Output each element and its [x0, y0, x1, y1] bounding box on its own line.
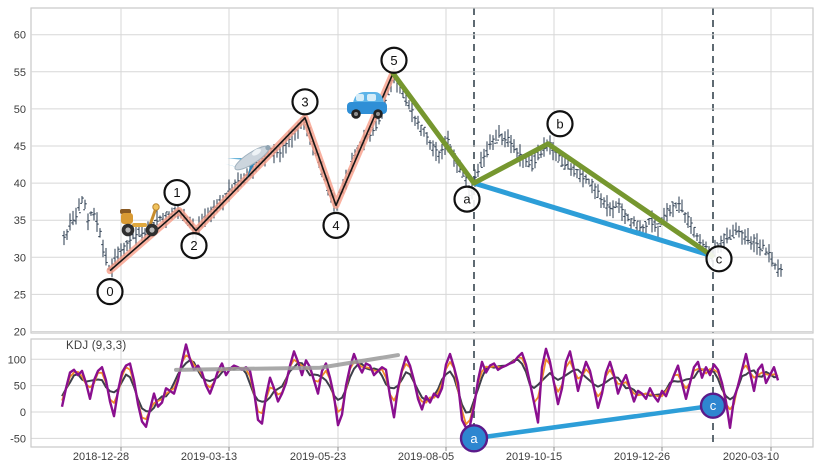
svg-text:c: c	[716, 251, 723, 266]
svg-text:0: 0	[106, 284, 113, 299]
price-y-tick-label: 30	[14, 252, 26, 264]
x-tick-label: 2019-05-23	[290, 451, 346, 463]
price-y-tick-label: 35	[14, 215, 26, 227]
price-y-tick-label: 40	[14, 178, 26, 190]
correction-wave-line	[390, 70, 715, 259]
wave-marker-4: 4	[322, 211, 350, 239]
airplane-emoji	[224, 145, 271, 178]
wave-marker-3: 3	[291, 88, 319, 116]
price-gridlines	[31, 8, 813, 333]
wave-marker-a: a	[453, 185, 481, 213]
svg-text:2: 2	[190, 238, 197, 253]
price-y-tick-label: 45	[14, 141, 26, 153]
kdj-ac-segment: ac	[459, 392, 727, 453]
kdj-y-tick-label: 50	[14, 381, 26, 393]
wave-marker-b: b	[546, 110, 574, 138]
impulse-wave-line	[109, 72, 394, 272]
price-y-tick-label: 60	[14, 30, 26, 42]
elliott-wave-lines	[106, 69, 715, 275]
wave-markers: 0 1 2 3 4 5 a b c	[96, 46, 733, 306]
svg-text:a: a	[463, 192, 471, 207]
x-tick-label: 2020-03-10	[723, 451, 779, 463]
kdj-j-line	[60, 343, 780, 429]
svg-text:b: b	[556, 116, 563, 131]
x-tick-label: 2018-12-28	[73, 451, 129, 463]
svg-text:a: a	[470, 431, 478, 446]
kdj-marker-a: a	[459, 424, 489, 453]
svg-text:c: c	[710, 398, 717, 413]
price-y-tick-label: 25	[14, 289, 26, 301]
price-y-tick-label: 20	[14, 327, 26, 339]
x-tick-label: 2019-08-05	[398, 451, 454, 463]
target-line	[471, 180, 715, 259]
svg-text:5: 5	[390, 53, 397, 68]
price-y-tick-label: 50	[14, 104, 26, 116]
wave-marker-5: 5	[380, 46, 408, 74]
kdj-y-tick-label: 0	[20, 407, 26, 419]
svg-text:4: 4	[332, 218, 339, 233]
kdj-y-tick-label: 100	[8, 354, 26, 366]
price-y-tick-label: 55	[14, 67, 26, 79]
wave-marker-2: 2	[180, 231, 208, 260]
svg-text:3: 3	[301, 94, 308, 109]
kdj-panel: 100 50 0 -50	[8, 338, 814, 448]
kdj-gray-trendline	[174, 353, 400, 372]
wave-marker-0: 0	[96, 278, 124, 306]
car-emoji	[347, 92, 387, 119]
kdj-lines	[60, 343, 780, 429]
svg-text:1: 1	[173, 185, 180, 200]
wave-marker-1: 1	[163, 178, 191, 207]
kdj-indicator-label: KDJ (9,3,3)	[66, 340, 127, 352]
vehicle-markers	[120, 92, 387, 237]
kdj-marker-c: c	[699, 392, 727, 419]
wave-marker-c: c	[705, 245, 733, 273]
x-tick-label: 2019-03-13	[181, 451, 237, 463]
kdj-y-tick-label: -50	[10, 433, 26, 445]
x-axis: 2018-12-28 2019-03-13 2019-05-23 2019-08-05…	[73, 447, 779, 463]
scooter-emoji	[120, 203, 160, 237]
x-tick-label: 2019-10-15	[506, 451, 562, 463]
x-tick-label: 2019-12-26	[614, 451, 670, 463]
